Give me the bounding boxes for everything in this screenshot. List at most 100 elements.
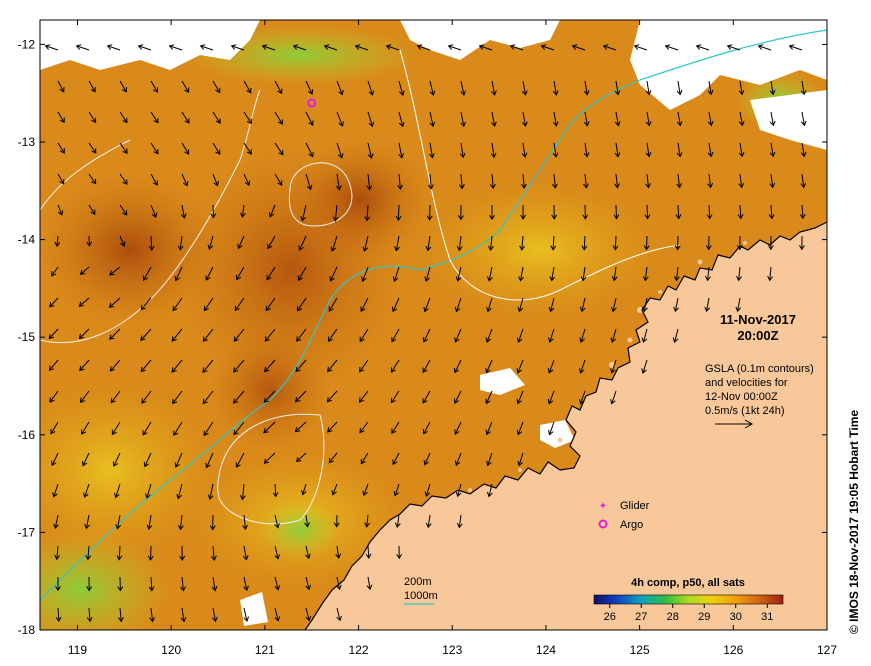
velocity-arrow: [673, 266, 680, 282]
velocity-arrow: [549, 266, 556, 282]
velocity-arrow: [364, 204, 371, 222]
velocity-arrow: [268, 204, 276, 218]
plot-frame: [39, 19, 828, 631]
argo-float-marker[interactable]: [307, 98, 317, 108]
velocity-arrow: [297, 266, 307, 282]
velocity-arrow: [486, 452, 493, 467]
x-tick-label: 127: [817, 643, 837, 657]
velocity-arrow: [292, 44, 307, 51]
velocity-arrow: [177, 514, 184, 531]
time-label: 20:00Z: [737, 328, 778, 343]
velocity-arrow: [707, 173, 714, 189]
velocity-arrow: [610, 390, 617, 405]
velocity-arrow: [416, 44, 431, 51]
green-region-south: [260, 500, 340, 560]
velocity-arrow: [706, 204, 713, 220]
velocity-arrow: [263, 421, 276, 434]
velocity-arrow: [235, 266, 245, 281]
colorbar: 4h comp, p50, all sats 26 27 28 29 30 31: [593, 577, 784, 623]
velocity-arrow: [548, 328, 555, 343]
velocity-arrow: [642, 297, 648, 313]
velocity-arrow: [578, 359, 586, 374]
velocity-arrow: [119, 111, 128, 124]
depth-1000m-label: 1000m: [404, 590, 438, 602]
velocity-arrow: [199, 44, 214, 51]
velocity-arrow: [362, 483, 369, 497]
velocity-arrow: [296, 328, 307, 342]
velocity-arrow: [738, 80, 745, 96]
velocity-arrow: [490, 142, 497, 159]
velocity-arrow: [148, 576, 155, 592]
velocity-arrow: [394, 235, 400, 252]
colorbar-tick-label: 30: [730, 611, 742, 623]
velocity-arrow: [78, 328, 90, 340]
velocity-arrow: [88, 111, 97, 124]
velocity-arrow: [359, 359, 369, 373]
velocity-arrow: [769, 80, 776, 96]
velocity-arrow: [478, 44, 493, 51]
velocity-arrows: [44, 44, 807, 623]
velocity-arrow: [181, 173, 189, 187]
argo-marker-icon: [598, 519, 608, 529]
velocity-arrow: [115, 514, 122, 530]
velocity-arrow: [738, 173, 745, 189]
velocity-arrow: [265, 297, 276, 312]
sst-field: [40, 20, 827, 630]
velocity-arrow: [243, 576, 249, 592]
velocity-arrow: [485, 359, 493, 374]
velocity-arrow: [301, 483, 307, 496]
velocity-arrow: [150, 80, 159, 93]
velocity-arrow: [707, 111, 714, 127]
velocity-arrow: [726, 44, 741, 51]
velocity-arrow: [294, 421, 307, 433]
velocity-arrow: [274, 173, 283, 186]
velocity-arrow: [274, 514, 280, 529]
velocity-arrow: [367, 80, 375, 96]
velocity-arrow: [704, 297, 711, 313]
velocity-arrow: [390, 359, 400, 373]
velocity-arrow: [521, 111, 528, 127]
warm-eddy-north: [290, 140, 430, 260]
velocity-arrow: [300, 204, 307, 222]
velocity-arrow: [611, 297, 617, 313]
velocity-arrow: [458, 173, 465, 190]
velocity-arrow: [150, 111, 159, 124]
velocity-arrow: [674, 235, 681, 251]
velocity-arrow: [54, 235, 61, 248]
velocity-arrow: [423, 297, 431, 313]
velocity-arrow: [205, 452, 214, 469]
velocity-arrow: [112, 452, 121, 467]
velocity-arrow: [331, 483, 338, 496]
velocity-arrow: [705, 235, 712, 251]
velocity-arrow: [110, 390, 121, 404]
velocity-arrow: [305, 111, 314, 126]
x-tick-label: 123: [442, 643, 462, 657]
velocity-arrow: [358, 390, 369, 403]
velocity-arrow: [53, 514, 59, 530]
velocity-arrow: [645, 80, 652, 96]
argo-float-icon[interactable]: [307, 98, 317, 108]
cloud-north: [400, 20, 560, 60]
velocity-arrow: [695, 44, 710, 51]
scale-arrow-icon: [715, 419, 754, 429]
velocity-arrow: [547, 390, 555, 405]
velocity-arrow: [424, 483, 431, 497]
velocity-arrow: [614, 111, 621, 127]
velocity-arrow: [137, 44, 152, 51]
velocity-arrow: [423, 452, 431, 466]
velocity-arrow: [788, 44, 803, 51]
velocity-arrow: [264, 359, 276, 373]
cloud-coast-2: [540, 420, 575, 448]
velocity-arrow: [274, 111, 283, 125]
x-tick-label: 125: [630, 643, 650, 657]
velocity-arrow: [233, 328, 245, 342]
velocity-arrow: [517, 452, 524, 467]
cloud-south: [240, 592, 268, 626]
velocity-arrow: [520, 204, 527, 220]
velocity-arrow: [243, 173, 251, 186]
velocity-arrow: [707, 80, 714, 96]
velocity-arrow: [518, 266, 525, 282]
velocity-arrow: [454, 328, 462, 343]
velocity-arrow: [263, 390, 276, 403]
velocity-arrow: [140, 297, 152, 311]
